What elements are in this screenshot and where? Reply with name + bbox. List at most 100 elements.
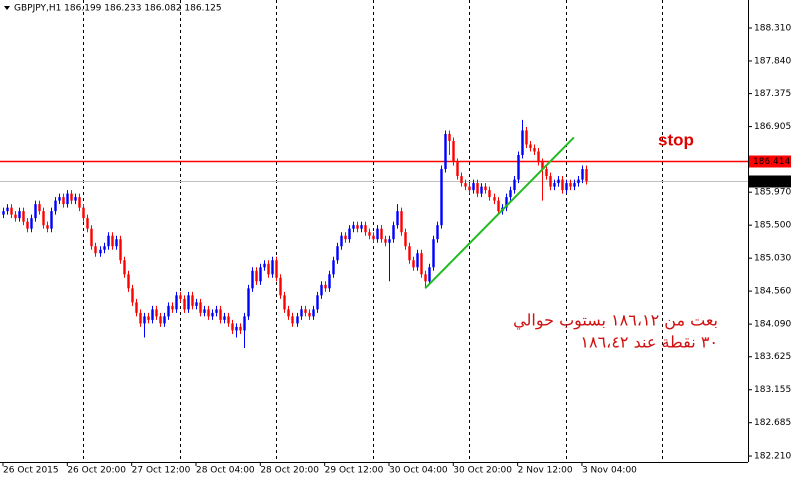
candle-body xyxy=(565,183,568,191)
candle-body xyxy=(211,312,214,317)
candle-body xyxy=(541,162,544,170)
candle-body xyxy=(50,211,53,229)
candle-body xyxy=(247,288,250,317)
candle-body xyxy=(521,130,524,156)
candle-body xyxy=(545,169,548,177)
candle-body xyxy=(263,263,266,268)
candle-body xyxy=(147,316,150,320)
menu-arrow[interactable] xyxy=(4,6,10,10)
y-tick-label: 185.030 xyxy=(754,254,791,264)
candle-body xyxy=(131,288,134,303)
x-tick-label: 30 Oct 20:00 xyxy=(453,466,512,476)
candle-body xyxy=(316,295,319,310)
y-tick-label: 184.560 xyxy=(754,287,791,297)
candle-body xyxy=(340,235,343,247)
candle-body xyxy=(6,207,9,212)
y-tick-label: 184.090 xyxy=(754,320,791,330)
candle-body xyxy=(332,260,335,275)
candle-body xyxy=(46,225,49,229)
candle-body xyxy=(444,133,447,170)
candle-body xyxy=(424,274,427,282)
candle-body xyxy=(432,239,435,268)
candle-body xyxy=(484,186,487,191)
candle-body xyxy=(115,239,118,247)
price-label: 186.125 xyxy=(753,177,790,187)
candle-body xyxy=(167,305,170,317)
candle-body xyxy=(70,193,73,201)
candle-body xyxy=(300,309,303,317)
candle-body xyxy=(159,316,162,324)
candle-body xyxy=(561,179,564,191)
candle-body xyxy=(10,207,13,215)
candle-body xyxy=(207,309,210,317)
candle-body xyxy=(163,316,166,324)
candle-body xyxy=(452,140,455,163)
candle-body xyxy=(312,309,315,317)
candle-body xyxy=(135,302,138,313)
y-tick-label: 183.625 xyxy=(754,352,791,362)
candle-body xyxy=(18,211,21,219)
candle-body xyxy=(416,253,419,268)
candle-body xyxy=(320,284,323,296)
candle-body xyxy=(464,183,467,187)
candle-body xyxy=(400,211,403,233)
candle-body xyxy=(54,200,57,212)
x-tick-label: 3 Nov 04:00 xyxy=(582,466,637,476)
candle-body xyxy=(62,197,65,205)
candle-body xyxy=(392,225,395,240)
candle-body xyxy=(573,183,576,187)
candle-body xyxy=(42,211,45,226)
candle-body xyxy=(440,169,443,226)
candle-body xyxy=(577,179,580,184)
x-tick-label: 26 Oct 2015 xyxy=(3,466,59,476)
candle-body xyxy=(279,277,282,296)
candle-body xyxy=(517,155,520,180)
candle-body xyxy=(187,295,190,310)
candle-body xyxy=(480,186,483,194)
candle-body xyxy=(569,183,572,187)
candle-body xyxy=(513,179,516,191)
candle-body xyxy=(267,263,270,275)
candle-body xyxy=(203,309,206,313)
candle-body xyxy=(497,200,500,212)
candle-body xyxy=(2,211,5,215)
candle-body xyxy=(103,246,106,250)
candle-body xyxy=(255,270,258,282)
x-tick-label: 26 Oct 20:00 xyxy=(67,466,126,476)
candle-body xyxy=(123,260,126,275)
candle-body xyxy=(412,260,415,268)
candle-body xyxy=(111,235,114,247)
candle-body xyxy=(99,249,102,254)
candle-body xyxy=(235,326,238,331)
x-tick-label: 27 Oct 12:00 xyxy=(132,466,191,476)
candle-body xyxy=(404,232,407,247)
x-tick-label: 28 Oct 20:00 xyxy=(260,466,319,476)
candle-body xyxy=(420,253,423,275)
candle-body xyxy=(388,239,391,243)
x-tick-label: 30 Oct 04:00 xyxy=(389,466,448,476)
y-tick-label: 185.970 xyxy=(754,188,791,198)
candle-body xyxy=(380,228,383,240)
candle-body xyxy=(183,298,186,310)
grid-layer xyxy=(0,0,748,462)
candle-body xyxy=(78,197,81,208)
candle-body xyxy=(90,228,93,247)
candle-body xyxy=(549,176,552,187)
candle-body xyxy=(304,309,307,313)
candle-body xyxy=(191,295,194,306)
candle-body xyxy=(26,221,29,229)
candle-body xyxy=(308,312,311,317)
candle-body xyxy=(243,316,246,331)
candle-body xyxy=(151,309,154,320)
candle-body xyxy=(287,309,290,317)
y-tick-label: 182.685 xyxy=(754,418,791,428)
candle-body xyxy=(223,316,226,320)
x-tick-label: 29 Oct 12:00 xyxy=(325,466,384,476)
candle-body xyxy=(356,225,359,229)
candle-body xyxy=(82,207,85,219)
candle-body xyxy=(396,211,399,226)
candle-body xyxy=(171,305,174,310)
candle-body xyxy=(155,309,158,317)
y-tick-label: 182.210 xyxy=(754,452,791,462)
